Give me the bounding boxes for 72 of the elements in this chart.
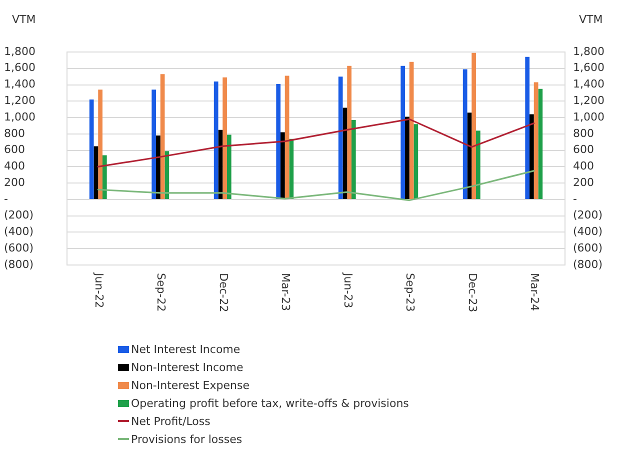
y-tick-label: 1,400 [4, 78, 36, 91]
bar [414, 124, 418, 199]
y-tick-label: (800) [4, 258, 34, 271]
y-tick-label: (200) [4, 208, 34, 222]
bar [214, 81, 218, 199]
bar [534, 82, 538, 199]
bar [156, 136, 160, 199]
y2-tick-label: 800 [573, 126, 594, 140]
y-tick-label: (600) [4, 241, 34, 254]
y-tick-label: 1,200 [4, 94, 36, 108]
y-tick-label: 800 [4, 126, 25, 140]
bar [409, 62, 414, 199]
bar [276, 84, 281, 199]
y2-tick-label: 1,800 [573, 44, 604, 58]
bar [102, 155, 107, 199]
bar [538, 88, 543, 199]
bar [400, 66, 406, 199]
bar [351, 120, 356, 199]
legend-label: Operating profit before tax, write-offs & provisions [131, 396, 409, 410]
x-tick-label: Mar-23 [279, 273, 292, 312]
bar [289, 138, 294, 199]
y-tick-label: 200 [4, 176, 25, 189]
bar [164, 151, 170, 199]
bar [94, 146, 98, 199]
y-tick-label: 1,000 [4, 110, 36, 124]
legend-label: Non-Interest Income [131, 360, 244, 374]
bar [222, 77, 227, 199]
y2-tick-label: 600 [573, 143, 594, 156]
bar [98, 90, 102, 199]
x-tick-label: Jun-23 [341, 272, 354, 308]
bar [226, 134, 232, 199]
bar [338, 76, 343, 199]
y2-tick-label: (600) [573, 241, 603, 254]
legend-label: Provisions for losses [131, 432, 242, 446]
x-tick-label: Mar-24 [528, 273, 542, 312]
bar [472, 52, 476, 199]
bar [462, 69, 468, 199]
y-tick-label: (400) [4, 225, 34, 238]
bar [280, 132, 285, 199]
bar [152, 90, 156, 199]
y2-tick-label: 200 [573, 176, 594, 189]
x-tick-label: Jun-22 [92, 272, 106, 308]
y-tick-label: 400 [4, 160, 25, 173]
x-tick-label: Dec-23 [466, 273, 479, 312]
y2-tick-label: (800) [573, 258, 603, 271]
y-axis-title: VTM [12, 12, 36, 26]
y2-axis-title: VTM [579, 12, 603, 26]
y-tick-label: 1,600 [4, 61, 36, 74]
bar [405, 116, 410, 199]
y2-tick-label: - [573, 192, 577, 206]
y-tick-label: 1,800 [4, 44, 36, 58]
bar [160, 74, 165, 199]
y2-tick-label: 400 [573, 160, 594, 173]
bar [530, 114, 534, 199]
legend-label: Non-Interest Expense [131, 378, 250, 392]
x-tick-label: Sep-22 [154, 273, 168, 312]
y-tick-label: 600 [4, 143, 25, 156]
bar [476, 130, 480, 199]
x-tick-label: Sep-23 [404, 273, 417, 312]
y-tick-label: - [4, 192, 8, 206]
legend-label: Net Profit/Loss [131, 414, 210, 428]
x-tick-label: Dec-22 [216, 273, 230, 312]
legend-label: Net Interest Income [131, 342, 240, 356]
y2-tick-label: 1,600 [573, 61, 604, 74]
bar [525, 56, 530, 199]
y2-tick-label: 1,000 [573, 110, 604, 124]
y2-tick-label: (400) [573, 225, 603, 238]
y2-tick-label: 1,200 [573, 94, 604, 108]
bar [347, 66, 352, 199]
y2-tick-label: 1,400 [573, 78, 604, 91]
bar [89, 100, 94, 199]
y2-tick-label: (200) [573, 208, 603, 222]
